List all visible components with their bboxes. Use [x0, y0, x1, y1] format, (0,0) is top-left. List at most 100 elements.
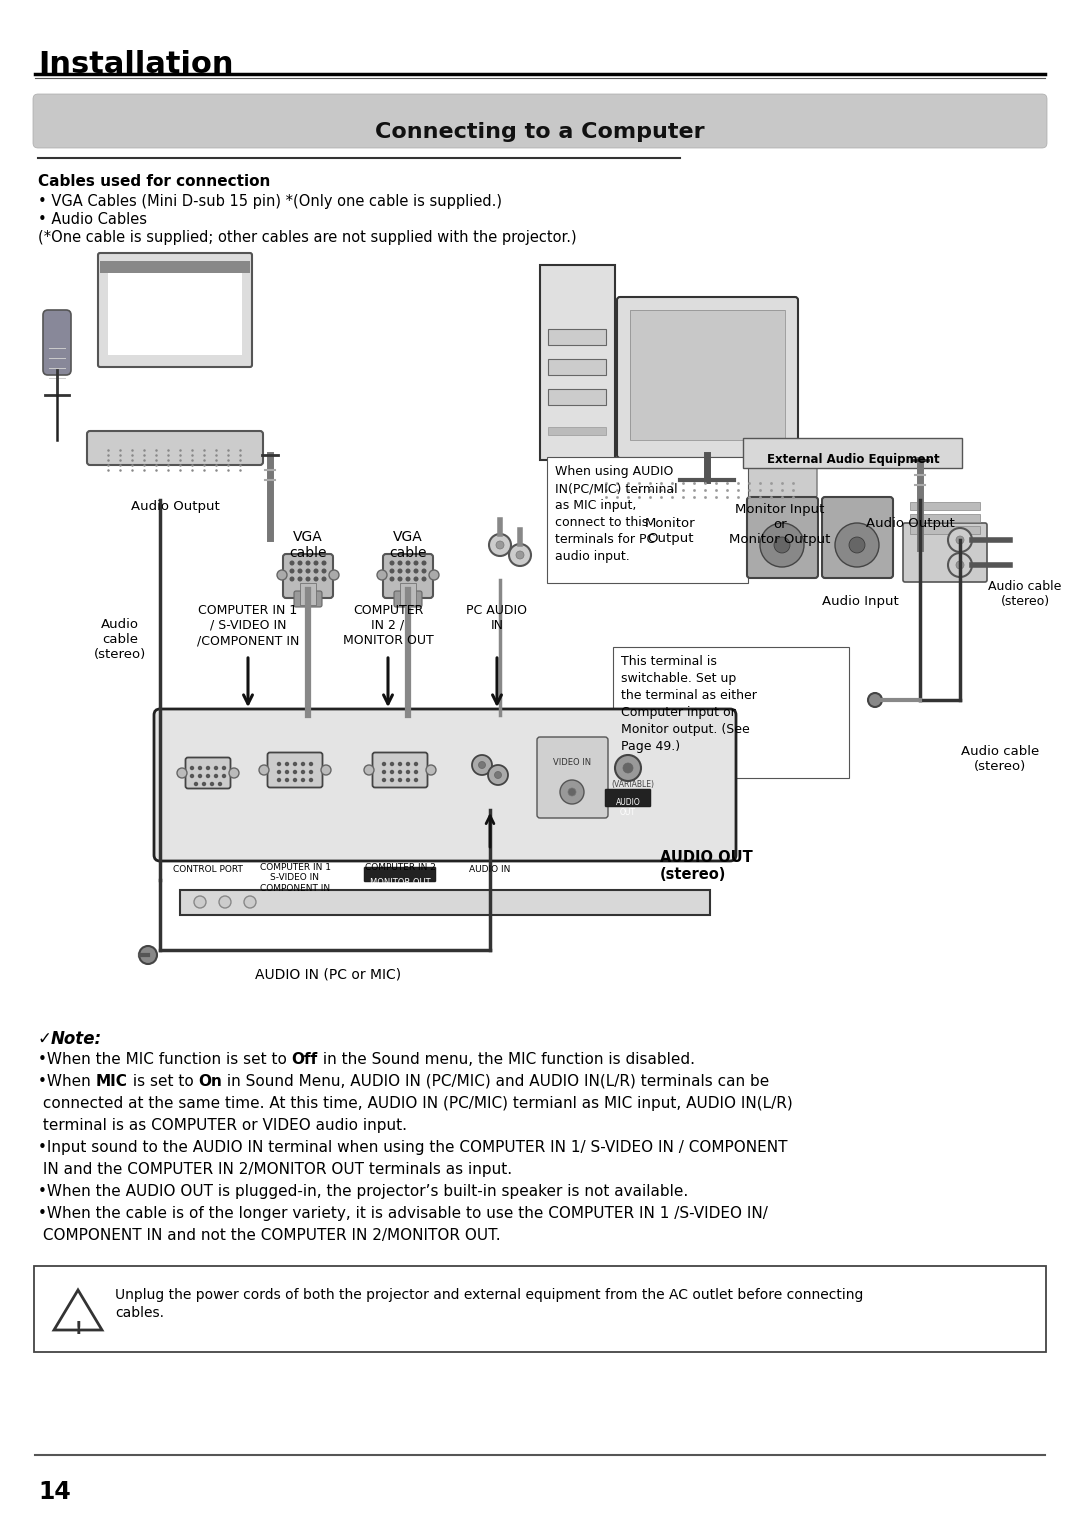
Circle shape: [496, 541, 504, 548]
Circle shape: [301, 763, 305, 766]
Text: •Input sound to the AUDIO IN terminal when using the COMPUTER IN 1/ S-VIDEO IN /: •Input sound to the AUDIO IN terminal wh…: [38, 1140, 787, 1155]
Text: Connecting to a Computer: Connecting to a Computer: [375, 123, 705, 142]
Circle shape: [206, 766, 210, 769]
Circle shape: [382, 763, 386, 766]
Text: !: !: [75, 1321, 82, 1337]
Bar: [548, 427, 606, 435]
Bar: [548, 329, 606, 345]
Circle shape: [390, 570, 394, 573]
Circle shape: [406, 763, 409, 766]
Circle shape: [229, 768, 239, 778]
Circle shape: [244, 896, 256, 908]
Text: Unplug the power cords of both the projector and external equipment from the AC : Unplug the power cords of both the proje…: [114, 1288, 863, 1302]
Text: • VGA Cables (Mini D-sub 15 pin) *(Only one cable is supplied.): • VGA Cables (Mini D-sub 15 pin) *(Only …: [38, 195, 502, 208]
Circle shape: [422, 578, 426, 581]
Text: AUDIO IN: AUDIO IN: [470, 866, 511, 873]
Circle shape: [310, 771, 312, 774]
Circle shape: [285, 771, 288, 774]
Text: (VARIABLE): (VARIABLE): [611, 780, 654, 789]
Circle shape: [194, 783, 198, 786]
Circle shape: [194, 896, 206, 908]
Text: Audio cable
(stereo): Audio cable (stereo): [961, 745, 1039, 774]
Bar: [300, 584, 316, 605]
Bar: [630, 309, 785, 440]
Circle shape: [391, 763, 393, 766]
Circle shape: [399, 763, 402, 766]
Text: • Audio Cables: • Audio Cables: [38, 211, 147, 227]
Circle shape: [301, 778, 305, 781]
Text: cables.: cables.: [114, 1305, 164, 1321]
Circle shape: [399, 771, 402, 774]
Text: •When the MIC function is set to: •When the MIC function is set to: [38, 1052, 292, 1066]
Circle shape: [415, 778, 418, 781]
Circle shape: [406, 778, 409, 781]
Circle shape: [377, 570, 387, 581]
Text: Monitor
Output: Monitor Output: [645, 516, 696, 545]
Text: AUDIO
OUT: AUDIO OUT: [616, 798, 640, 818]
Text: as MIC input,: as MIC input,: [555, 499, 636, 512]
Bar: [630, 309, 785, 440]
Text: Audio
cable
(stereo): Audio cable (stereo): [94, 617, 146, 660]
Circle shape: [199, 775, 202, 778]
Text: Computer input or: Computer input or: [621, 706, 735, 719]
Circle shape: [509, 544, 531, 565]
Circle shape: [422, 570, 426, 573]
Circle shape: [495, 772, 501, 778]
Text: This terminal is: This terminal is: [621, 656, 717, 668]
Text: •When the cable is of the longer variety, it is advisable to use the COMPUTER IN: •When the cable is of the longer variety…: [38, 1206, 768, 1221]
Circle shape: [429, 570, 438, 581]
Circle shape: [278, 778, 281, 781]
Text: in the Sound menu, the MIC function is disabled.: in the Sound menu, the MIC function is d…: [318, 1052, 696, 1066]
Text: Audio Input: Audio Input: [822, 594, 899, 608]
FancyBboxPatch shape: [747, 496, 818, 578]
Circle shape: [139, 945, 157, 964]
FancyBboxPatch shape: [598, 463, 816, 496]
Circle shape: [314, 561, 318, 565]
Text: VGA
cable: VGA cable: [289, 530, 327, 561]
FancyBboxPatch shape: [364, 867, 436, 882]
Circle shape: [211, 783, 214, 786]
Circle shape: [310, 763, 312, 766]
Text: COMPUTER IN 1
/ S-VIDEO IN
/COMPONENT IN: COMPUTER IN 1 / S-VIDEO IN /COMPONENT IN: [197, 604, 299, 647]
Text: •When the AUDIO OUT is plugged-in, the projector’s built-in speaker is not avail: •When the AUDIO OUT is plugged-in, the p…: [38, 1184, 688, 1200]
Circle shape: [307, 561, 310, 565]
Circle shape: [489, 535, 511, 556]
Text: On: On: [198, 1074, 222, 1089]
Text: Monitor Input
or
Monitor Output: Monitor Input or Monitor Output: [729, 502, 831, 545]
Circle shape: [294, 763, 297, 766]
Circle shape: [314, 578, 318, 581]
Circle shape: [948, 553, 972, 578]
Circle shape: [219, 896, 231, 908]
Circle shape: [364, 764, 374, 775]
Circle shape: [615, 755, 642, 781]
FancyBboxPatch shape: [605, 789, 651, 807]
Circle shape: [835, 522, 879, 567]
Circle shape: [422, 561, 426, 565]
Circle shape: [322, 570, 326, 573]
Circle shape: [301, 771, 305, 774]
Circle shape: [177, 768, 187, 778]
FancyBboxPatch shape: [617, 297, 798, 458]
Text: (*One cable is supplied; other cables are not supplied with the projector.): (*One cable is supplied; other cables ar…: [38, 230, 577, 245]
Text: •When: •When: [38, 1074, 96, 1089]
Circle shape: [307, 570, 310, 573]
Text: terminals for PC: terminals for PC: [555, 533, 656, 545]
Bar: [910, 502, 980, 510]
Circle shape: [222, 775, 226, 778]
Circle shape: [206, 775, 210, 778]
FancyBboxPatch shape: [394, 591, 422, 607]
Circle shape: [406, 771, 409, 774]
Circle shape: [190, 766, 193, 769]
Circle shape: [285, 778, 288, 781]
Text: VIDEO IN: VIDEO IN: [553, 758, 591, 768]
Circle shape: [291, 561, 294, 565]
FancyBboxPatch shape: [283, 555, 333, 597]
Circle shape: [849, 538, 865, 553]
Bar: [108, 265, 242, 355]
Circle shape: [426, 764, 436, 775]
Circle shape: [203, 783, 205, 786]
FancyBboxPatch shape: [268, 752, 323, 787]
Text: IN(PC/MIC) terminal: IN(PC/MIC) terminal: [555, 483, 677, 495]
Circle shape: [291, 570, 294, 573]
Circle shape: [307, 578, 310, 581]
